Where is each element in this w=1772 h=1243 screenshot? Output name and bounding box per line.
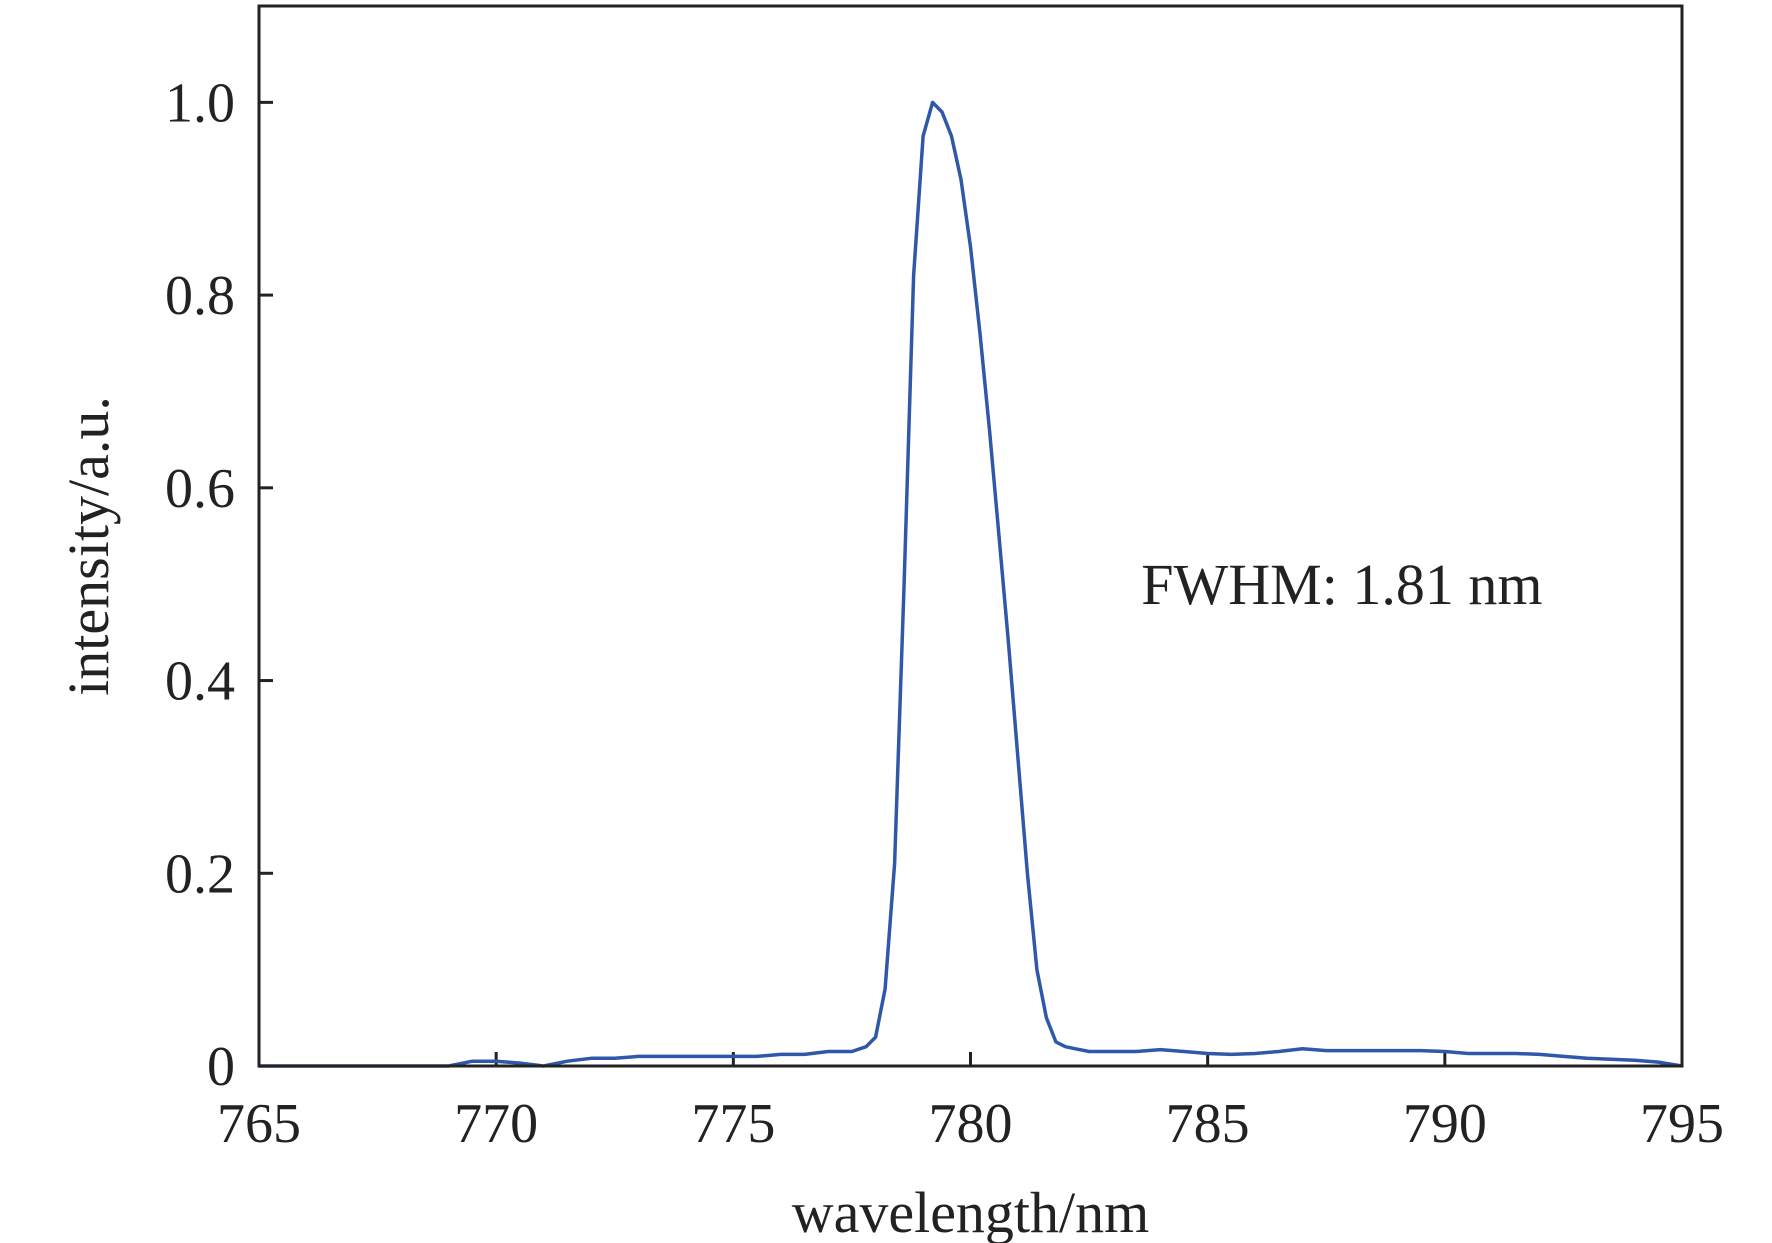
fwhm-annotation: FWHM: 1.81 nm [1141, 552, 1542, 617]
x-tick-label: 770 [454, 1093, 538, 1155]
y-tick-label: 0 [207, 1036, 235, 1098]
x-tick-label: 765 [217, 1093, 301, 1155]
y-tick-labels: 0 0.2 0.4 0.6 0.8 1.0 [165, 72, 235, 1098]
plot-frame [257, 4, 1684, 1068]
spectrum-series-line [259, 100, 1683, 1068]
x-tick-labels: 765 770 775 780 785 790 795 [217, 1093, 1724, 1155]
y-axis-label: intensity/a.u. [56, 396, 121, 696]
y-tick-label: 0.8 [165, 265, 235, 327]
y-tick-label: 1.0 [165, 72, 235, 134]
y-tick-label: 0.2 [165, 843, 235, 905]
x-axis-label: wavelength/nm [792, 1180, 1150, 1243]
x-tick-label: 780 [929, 1093, 1013, 1155]
y-tick-marks [259, 100, 273, 1068]
x-tick-label: 775 [691, 1093, 775, 1155]
y-tick-label: 0.6 [165, 458, 235, 520]
x-tick-label: 795 [1640, 1093, 1724, 1155]
y-tick-label: 0.4 [165, 651, 235, 713]
x-tick-label: 790 [1403, 1093, 1487, 1155]
x-tick-label: 785 [1166, 1093, 1250, 1155]
